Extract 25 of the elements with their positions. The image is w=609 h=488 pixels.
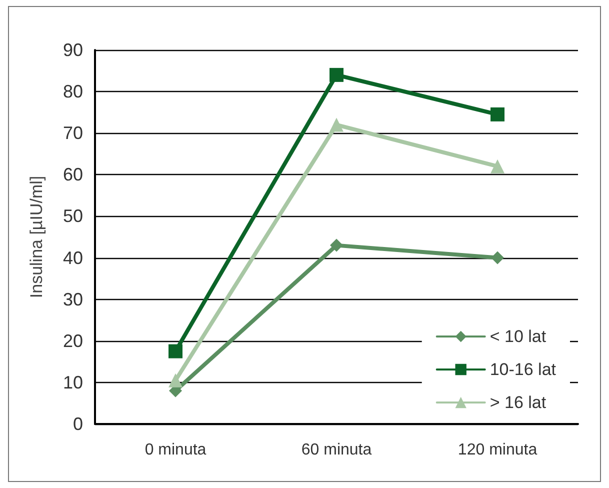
point <box>330 68 344 82</box>
legend-label: < 10 lat <box>490 327 546 346</box>
point <box>490 159 504 174</box>
x-tick-label: 120 minuta <box>458 442 538 458</box>
point <box>168 344 182 358</box>
y-tick-label: 10 <box>62 372 83 392</box>
y-tick-label: 80 <box>62 82 83 102</box>
y-tick-label: 20 <box>62 330 83 351</box>
point <box>330 118 344 132</box>
x-tick-label: 60 minuta <box>301 442 372 458</box>
y-tick-label: 70 <box>62 123 83 144</box>
x-tick-label: 0 minuta <box>144 442 206 458</box>
y-tick-label: 90 <box>62 40 83 60</box>
point <box>330 238 343 252</box>
y-tick-label: 50 <box>62 206 83 226</box>
y-axis-title: Insulina [µIU/ml] <box>27 176 46 298</box>
point <box>491 251 504 264</box>
point <box>490 107 504 122</box>
y-tick-label: 40 <box>62 248 83 268</box>
point <box>168 373 182 388</box>
y-tick-label: 60 <box>62 164 83 185</box>
legend-label: 10-16 lat <box>490 360 556 379</box>
legend-label: > 16 lat <box>490 393 546 412</box>
y-tick-label: 30 <box>62 289 83 310</box>
y-tick-label: 0 <box>72 414 83 434</box>
